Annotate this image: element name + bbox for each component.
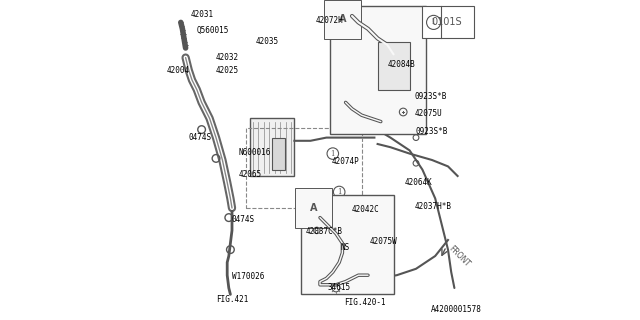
Text: 42025: 42025 [216, 66, 239, 75]
Text: A: A [339, 14, 346, 24]
FancyBboxPatch shape [422, 6, 474, 38]
FancyBboxPatch shape [250, 118, 294, 176]
Text: 0923S*B: 0923S*B [415, 92, 447, 100]
Text: 42064K: 42064K [405, 178, 433, 187]
FancyBboxPatch shape [378, 42, 410, 90]
Text: 0923S*B: 0923S*B [416, 127, 449, 136]
Text: FIG.421: FIG.421 [216, 295, 248, 304]
Text: FIG.420-1: FIG.420-1 [344, 298, 386, 307]
Text: 42065: 42065 [239, 170, 262, 179]
FancyBboxPatch shape [301, 195, 394, 294]
Text: FRONT: FRONT [447, 244, 471, 268]
Text: A: A [310, 203, 317, 213]
Text: 42074P: 42074P [332, 157, 359, 166]
Text: 42075W: 42075W [370, 237, 397, 246]
Text: 42084B: 42084B [387, 60, 415, 68]
Text: 42037H*B: 42037H*B [415, 202, 451, 211]
Text: NS: NS [340, 244, 350, 252]
Text: 42072H: 42072H [315, 16, 343, 25]
FancyBboxPatch shape [272, 138, 285, 170]
Text: 42075U: 42075U [415, 109, 442, 118]
Text: 0474S: 0474S [232, 215, 255, 224]
Text: A4200001578: A4200001578 [430, 305, 481, 314]
Text: 42004: 42004 [166, 66, 189, 75]
Text: Q560015: Q560015 [197, 26, 229, 35]
Text: 42031: 42031 [191, 10, 214, 19]
Text: 42042C: 42042C [352, 205, 380, 214]
FancyBboxPatch shape [330, 6, 426, 134]
Text: 42032: 42032 [216, 53, 239, 62]
Text: N600016: N600016 [239, 148, 271, 156]
Text: 34615: 34615 [328, 284, 351, 292]
Text: 0474S: 0474S [189, 133, 212, 142]
Text: 1: 1 [431, 19, 436, 27]
Text: 1: 1 [330, 150, 335, 158]
Text: 42035: 42035 [256, 37, 279, 46]
Text: 42037C*B: 42037C*B [306, 228, 342, 236]
Text: 0101S: 0101S [432, 17, 462, 27]
Text: W170026: W170026 [232, 272, 264, 281]
Text: 1: 1 [337, 188, 342, 196]
